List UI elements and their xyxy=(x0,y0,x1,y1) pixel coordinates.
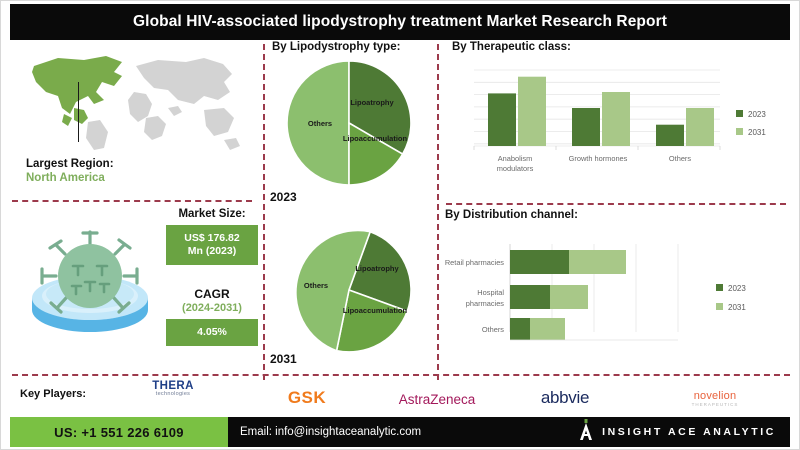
cagr-label: CAGR xyxy=(194,287,230,302)
pie-2031-label-lipoatrophy: Lipoatrophy xyxy=(355,264,399,273)
divider-horizontal-right xyxy=(446,203,786,205)
report-header-bar: Global HIV-associated lipodystrophy trea… xyxy=(10,4,790,40)
footer-phone: US: +1 551 226 6109 xyxy=(54,424,184,440)
page-title: Global HIV-associated lipodystrophy trea… xyxy=(133,13,667,30)
pie-2023-label-lipoaccumulation: Lipoaccumulation xyxy=(343,134,408,143)
distribution-cat-1: Retail pharmacies xyxy=(445,258,504,267)
therapeutic-legend-label-2031: 2031 xyxy=(748,128,766,137)
world-map-icon xyxy=(18,52,248,157)
logo-thera-name: THERA xyxy=(152,380,194,392)
footer-bar: Email: info@insightaceanalytic.com INSIG… xyxy=(228,417,790,447)
largest-region-label: Largest Region: xyxy=(26,158,114,170)
divider-horizontal-left xyxy=(12,200,252,202)
chart-therapeutic-class: Anabolism modulators Growth hormones Oth… xyxy=(452,60,792,185)
virus-petri-dish-icon xyxy=(20,224,160,334)
distribution-legend-label-2023: 2023 xyxy=(728,284,746,293)
market-size-value-line2: Mn (2023) xyxy=(187,245,237,258)
market-size-value-box: US$ 176.82 Mn (2023) xyxy=(166,225,258,266)
pie-2023-label-lipoatrophy: Lipoatrophy xyxy=(350,98,394,107)
pie-chart-2023: Lipoatrophy Lipoaccumulation Others xyxy=(283,58,423,193)
chart-distribution-channel: Retail pharmacies Hospital pharmacies Ot… xyxy=(424,228,792,363)
logo-gsk: GSK xyxy=(287,388,327,407)
logo-novelion-name: novelion xyxy=(693,390,737,402)
insight-ace-logo-icon xyxy=(579,418,593,446)
therapeutic-legend-swatch-2031 xyxy=(736,128,743,135)
distribution-cat-2-line1: Hospital xyxy=(477,288,504,297)
market-size-value-line1: US$ 176.82 xyxy=(184,232,240,244)
distribution-cat-2-line2: pharmacies xyxy=(466,299,505,308)
footer-brand-block: INSIGHT ACE ANALYTIC xyxy=(579,418,776,446)
logo-astrazeneca: AstraZeneca xyxy=(398,392,476,407)
pie-2023-label-others: Others xyxy=(308,119,332,128)
divider-vertical-left xyxy=(263,44,265,380)
section-title-lipodystrophy: By Lipodystrophy type: xyxy=(272,41,401,53)
therapeutic-cat-1-line1: Anabolism xyxy=(498,154,533,163)
pie-chart-2031: Lipoatrophy Lipoaccumulation Others xyxy=(283,228,423,363)
largest-region-value: North America xyxy=(26,172,105,184)
map-leader-line xyxy=(78,82,79,142)
section-title-therapeutic: By Therapeutic class: xyxy=(452,41,571,53)
pie-2023-year: 2023 xyxy=(270,190,297,204)
logo-novelion: novelion THERAPEUTICS xyxy=(650,390,780,407)
section-title-distribution: By Distribution channel: xyxy=(445,209,578,221)
footer-brand-text: INSIGHT ACE ANALYTIC xyxy=(602,426,776,438)
therapeutic-legend-label-2023: 2023 xyxy=(748,110,766,119)
key-players-label: Key Players: xyxy=(20,388,87,400)
distribution-legend-label-2031: 2031 xyxy=(728,303,746,312)
pie-2031-label-lipoaccumulation: Lipoaccumulation xyxy=(343,306,408,315)
footer-phone-box: US: +1 551 226 6109 xyxy=(10,417,228,447)
logo-abbvie: abbvie xyxy=(540,388,590,407)
therapeutic-legend-swatch-2023 xyxy=(736,110,743,117)
divider-horizontal-bottom xyxy=(12,374,790,376)
distribution-cat-3: Others xyxy=(482,325,504,334)
divider-vertical-right xyxy=(437,44,439,380)
largest-region-block: Largest Region: North America xyxy=(26,158,226,184)
cagr-years: (2024-2031) xyxy=(182,302,242,315)
logo-thera-sub: technologies xyxy=(155,391,191,397)
footer-email: Email: info@insightaceanalytic.com xyxy=(240,426,422,438)
logo-thera-technologies: THERA technologies xyxy=(118,380,228,397)
distribution-legend-swatch-2031 xyxy=(716,303,723,310)
distribution-legend-swatch-2023 xyxy=(716,284,723,291)
therapeutic-cat-3: Others xyxy=(669,154,691,163)
pie-2031-year: 2031 xyxy=(270,352,297,366)
pie-2031-label-others: Others xyxy=(304,281,328,290)
cagr-value-box: 4.05% xyxy=(166,319,258,347)
logo-novelion-sub: THERAPEUTICS xyxy=(691,402,739,407)
therapeutic-cat-2: Growth hormones xyxy=(569,154,628,163)
therapeutic-cat-1-line2: modulators xyxy=(497,164,534,173)
market-size-label: Market Size: xyxy=(178,208,246,220)
market-size-block: Market Size: US$ 176.82 Mn (2023) CAGR (… xyxy=(166,208,258,347)
